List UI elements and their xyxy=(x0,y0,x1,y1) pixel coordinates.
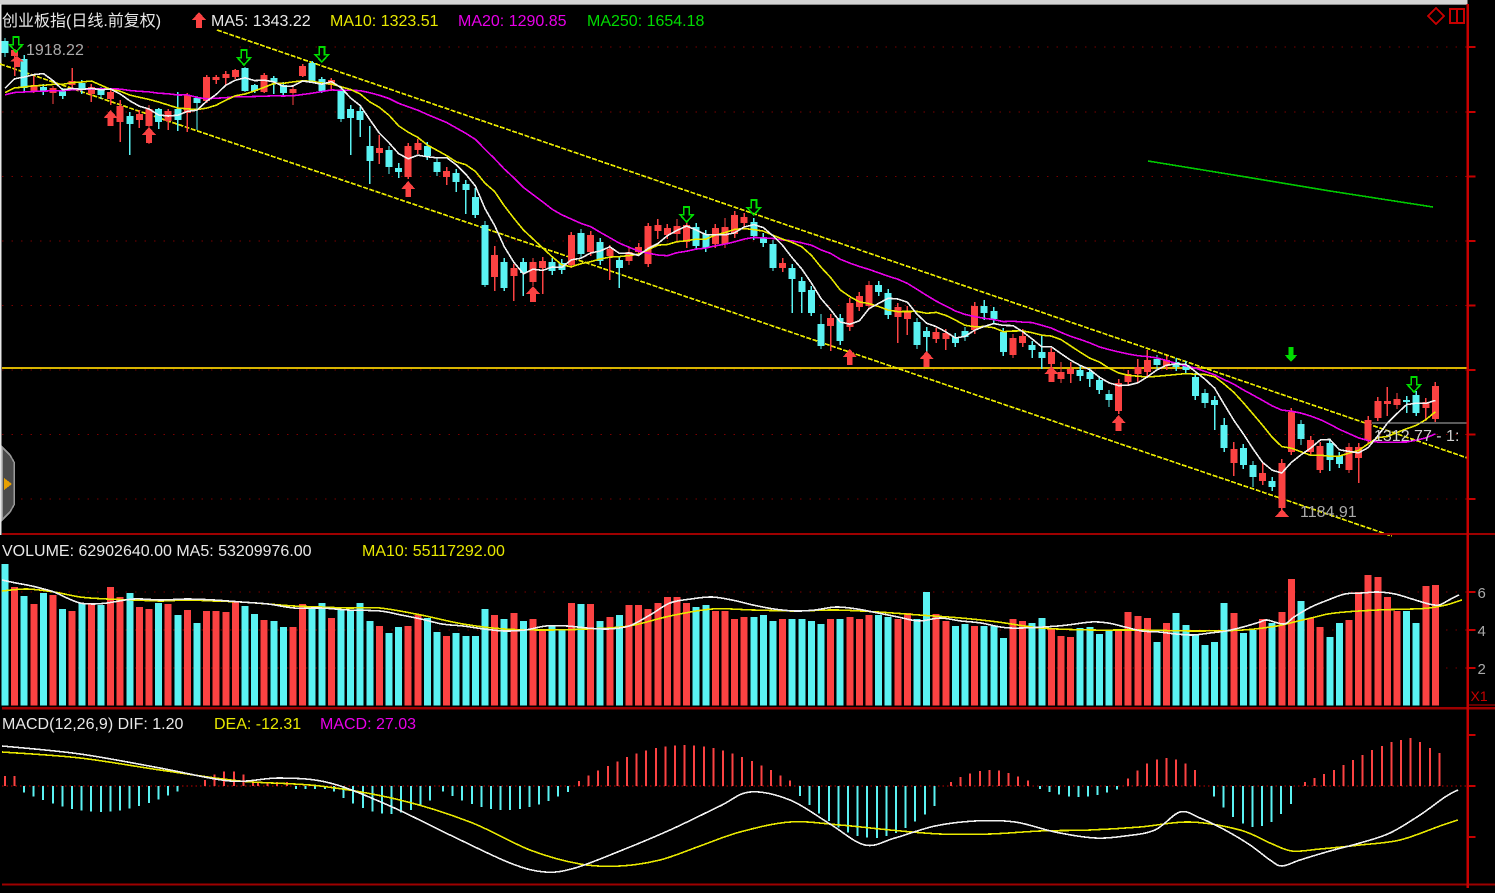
svg-text:4: 4 xyxy=(1478,623,1486,640)
svg-text:1312.77 - 1:: 1312.77 - 1: xyxy=(1374,428,1459,445)
svg-text:创业板指(日线.前复权): 创业板指(日线.前复权) xyxy=(2,12,161,30)
svg-text:MA20: 1290.85: MA20: 1290.85 xyxy=(458,13,567,30)
svg-text:DEA: -12.31: DEA: -12.31 xyxy=(214,716,301,733)
svg-text:1918.22: 1918.22 xyxy=(26,42,84,59)
svg-text:MA10: 55117292.00: MA10: 55117292.00 xyxy=(362,543,505,560)
svg-text:6: 6 xyxy=(1478,585,1486,602)
svg-text:2: 2 xyxy=(1478,661,1486,678)
svg-text:1184.91: 1184.91 xyxy=(1300,504,1357,521)
svg-text:MA250: 1654.18: MA250: 1654.18 xyxy=(587,13,705,30)
svg-text:MACD(12,26,9) DIF: 1.20: MACD(12,26,9) DIF: 1.20 xyxy=(2,716,184,733)
svg-text:VOLUME: 62902640.00 MA5: 5320: VOLUME: 62902640.00 MA5: 53209976.00 xyxy=(2,543,312,560)
svg-text:MA10: 1323.51: MA10: 1323.51 xyxy=(330,13,439,30)
svg-text:MA5: 1343.22: MA5: 1343.22 xyxy=(211,13,311,30)
svg-text:MACD: 27.03: MACD: 27.03 xyxy=(320,716,416,733)
svg-text:X1: X1 xyxy=(1471,688,1488,704)
